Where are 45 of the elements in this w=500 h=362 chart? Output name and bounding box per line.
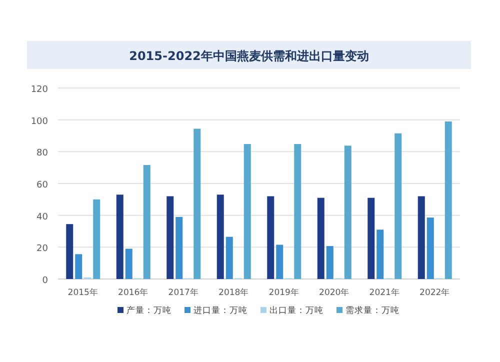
y-tick-label: 40 [36, 212, 48, 222]
bar [166, 196, 174, 279]
x-tick-label: 2018年 [218, 287, 250, 298]
bar [276, 244, 284, 279]
bar [66, 224, 74, 279]
bar [294, 144, 302, 279]
bar [143, 165, 150, 279]
bar [326, 246, 334, 279]
bar [426, 218, 434, 279]
y-tick-label: 120 [30, 85, 48, 95]
y-tick-label: 60 [36, 180, 48, 190]
bar [93, 199, 100, 279]
bar [368, 198, 375, 279]
bar [344, 146, 352, 279]
bar [176, 216, 183, 279]
x-tick-label: 2022年 [420, 287, 450, 298]
y-tick-label: 0 [42, 276, 48, 286]
bar [75, 254, 82, 279]
y-tick-label: 80 [36, 148, 48, 159]
bar [418, 196, 425, 279]
bar [116, 194, 124, 279]
x-tick-label: 2015年 [68, 287, 98, 298]
bar [244, 144, 251, 279]
legend-label: 产量：万吨 [126, 305, 172, 316]
legend-label: 需求量：万吨 [346, 305, 400, 316]
bar [125, 248, 132, 279]
legend-label: 出口量：万吨 [270, 305, 324, 316]
bar [194, 128, 201, 279]
bar [317, 198, 324, 279]
legend-label: 进口量：万吨 [194, 305, 248, 316]
bar [216, 194, 224, 279]
bar [394, 133, 402, 279]
x-tick-label: 2020年 [319, 287, 350, 298]
y-tick-label: 100 [30, 116, 48, 127]
title: 2015-2022年中国燕麦供需和进出口量变动 [27, 41, 471, 69]
bar [376, 230, 384, 279]
bar [226, 236, 233, 279]
x-tick-label: 2019年 [268, 287, 300, 298]
x-tick-label: 2017年 [168, 287, 199, 298]
bar [267, 196, 274, 279]
chart-title: 2015-2022年中国燕麦供需和进出口量变动 [129, 49, 369, 63]
x-tick-label: 2021年 [369, 287, 400, 298]
bar [444, 121, 452, 279]
x-tick-label: 2016年 [118, 287, 149, 298]
y-tick-label: 20 [36, 244, 48, 254]
